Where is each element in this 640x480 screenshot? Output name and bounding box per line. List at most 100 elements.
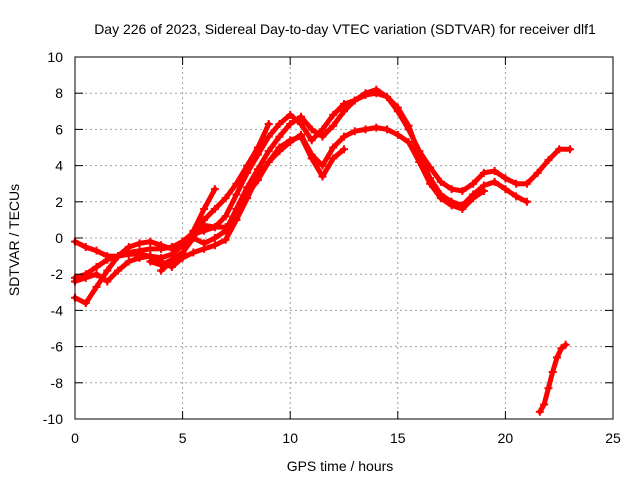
data-point [555, 145, 564, 154]
data-point [522, 197, 531, 206]
data-point [318, 125, 327, 134]
data-point [232, 215, 241, 224]
data-point [329, 143, 338, 152]
data-point [264, 119, 273, 128]
data-point [92, 282, 101, 291]
data-point [200, 244, 209, 253]
data-point [393, 103, 402, 112]
data-point [178, 250, 187, 259]
data-point [372, 89, 381, 98]
data-point [296, 112, 305, 121]
series-track-6 [157, 185, 219, 275]
data-point [210, 185, 219, 194]
data-point [189, 248, 198, 257]
data-point [340, 132, 348, 141]
data-point [92, 262, 101, 271]
data-point [469, 194, 478, 203]
data-point [114, 266, 123, 275]
y-tick-label: 2 [55, 194, 63, 210]
data-point [479, 168, 488, 177]
x-axis-ticks: 0 5 10 15 20 25 [71, 57, 621, 446]
y-tick-label: 0 [55, 230, 63, 246]
data-point [318, 172, 327, 181]
data-point [318, 161, 327, 170]
data-point [146, 244, 155, 253]
data-point [553, 353, 562, 362]
data-point [535, 407, 544, 416]
data-point [264, 157, 273, 166]
data-point [243, 190, 252, 199]
data-point [469, 179, 478, 188]
data-point [103, 252, 112, 261]
data-point [544, 384, 553, 393]
data-point [447, 185, 456, 194]
data-point [210, 234, 219, 242]
data-point [124, 257, 133, 266]
y-axis-label: SDTVAR / TECUs [6, 184, 22, 296]
data-point [167, 243, 176, 252]
data-point [393, 130, 402, 139]
data-point [146, 237, 155, 246]
y-tick-label: -4 [51, 302, 64, 318]
data-point [318, 132, 327, 141]
data-point [221, 212, 230, 221]
data-point [404, 138, 413, 147]
data-point [221, 194, 230, 203]
data-point [296, 132, 305, 141]
data-point [135, 239, 144, 248]
data-point [157, 266, 166, 275]
x-tick-label: 10 [282, 430, 298, 446]
series-line [158, 186, 218, 274]
data-point [157, 244, 166, 253]
data-point [103, 277, 112, 286]
data-point [307, 136, 316, 145]
y-tick-label: 4 [55, 158, 63, 174]
data-point [243, 161, 252, 170]
data-point [189, 226, 198, 235]
data-point [329, 121, 338, 130]
data-point [264, 132, 273, 141]
data-point [350, 96, 359, 105]
data-point [383, 125, 392, 134]
data-point [210, 241, 219, 250]
series-line [72, 87, 573, 306]
y-tick-label: -6 [51, 339, 64, 355]
data-point [232, 190, 241, 199]
y-tick-label: -10 [43, 411, 63, 427]
data-point [286, 136, 295, 145]
data-point [340, 107, 348, 116]
y-tick-label: 8 [55, 85, 63, 101]
chart-title: Day 226 of 2023, Sidereal Day-to-day VTE… [94, 21, 596, 37]
data-point [383, 92, 392, 101]
data-point [146, 257, 155, 266]
data-point [92, 270, 101, 279]
series-track-7 [535, 340, 570, 416]
data-point [350, 127, 359, 136]
data-point [458, 205, 467, 214]
data-point [415, 157, 424, 166]
data-point [501, 185, 510, 194]
data-point [307, 125, 316, 134]
data-point [200, 205, 209, 214]
data-point [501, 174, 510, 183]
data-point [114, 252, 123, 261]
data-point [275, 132, 284, 141]
x-tick-label: 25 [605, 430, 621, 446]
data-point [296, 119, 305, 128]
data-point [92, 246, 101, 255]
data-point [253, 143, 262, 152]
data-point [81, 299, 90, 308]
data-point [210, 223, 219, 232]
data-point [512, 179, 521, 188]
x-tick-label: 5 [179, 430, 187, 446]
x-tick-label: 15 [390, 430, 406, 446]
data-point [372, 123, 381, 132]
data-point [533, 168, 542, 177]
y-tick-label: 6 [55, 121, 63, 137]
data-point [512, 192, 521, 201]
data-point [135, 253, 144, 262]
data-point [178, 237, 187, 246]
data-point [81, 273, 90, 282]
data-point [522, 179, 531, 188]
